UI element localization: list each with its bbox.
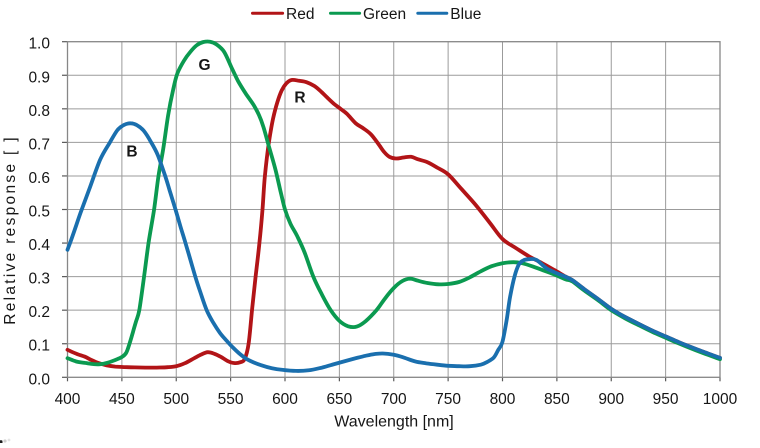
svg-text:600: 600 [272,391,298,408]
svg-text:650: 650 [326,391,352,408]
svg-text:Red: Red [286,6,314,23]
svg-text:750: 750 [435,391,461,408]
svg-text:Wavelength [nm]: Wavelength [nm] [334,413,453,430]
svg-text:0.1: 0.1 [28,338,50,355]
svg-text:0.9: 0.9 [28,69,50,86]
svg-text:0.5: 0.5 [28,204,50,221]
svg-text:400: 400 [55,391,81,408]
svg-text:G: G [198,57,210,74]
svg-text:0.8: 0.8 [28,103,50,120]
svg-text:950: 950 [653,391,679,408]
svg-text:0.0: 0.0 [28,371,50,388]
svg-text:0.3: 0.3 [28,271,50,288]
svg-text:900: 900 [598,391,624,408]
svg-text:0.2: 0.2 [28,304,50,321]
svg-text:800: 800 [490,391,516,408]
svg-text:450: 450 [109,391,135,408]
svg-text:Green: Green [363,6,406,23]
svg-text:850: 850 [544,391,570,408]
svg-text:0.7: 0.7 [28,136,50,153]
svg-text:700: 700 [381,391,407,408]
svg-text:R: R [294,90,305,107]
svg-text:B: B [126,144,137,161]
svg-text:1.0: 1.0 [28,36,50,53]
svg-text:Blue: Blue [450,6,481,23]
svg-text:Relative response [ ]: Relative response [ ] [2,135,19,325]
svg-text:500: 500 [163,391,189,408]
svg-text:550: 550 [218,391,244,408]
svg-text:1000: 1000 [703,391,738,408]
svg-text:0.6: 0.6 [28,170,50,187]
svg-text:0.4: 0.4 [28,237,50,254]
